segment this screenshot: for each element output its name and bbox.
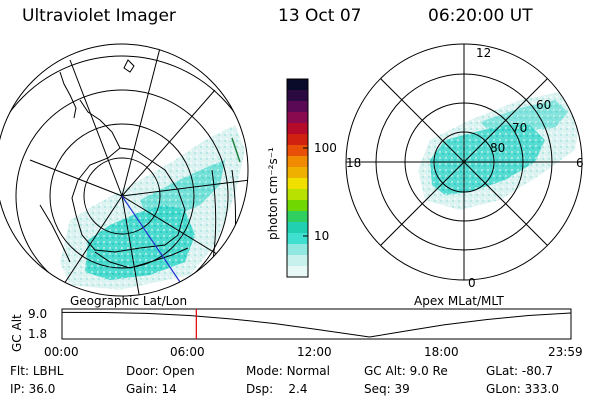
south-america-outline — [59, 71, 77, 119]
mlat-label-80: 80 — [490, 141, 506, 155]
colorbar-swatch — [287, 189, 308, 201]
altitude-curve — [61, 311, 571, 338]
colorbar-swatch — [287, 123, 308, 135]
altitude-plot — [61, 308, 572, 340]
colorbar-swatch — [287, 134, 308, 146]
altitude-xtick-0000: 00:00 — [44, 345, 79, 359]
altitude-xtick-0600: 06:00 — [170, 345, 205, 359]
colorbar-frame — [286, 78, 309, 278]
status-glat: GLat: -80.7 — [486, 364, 553, 378]
magnetic-meridian — [121, 195, 183, 286]
mlt-label-18: 18 — [346, 156, 362, 170]
colorbar-tick-100: 100 — [314, 141, 337, 155]
status-glon: GLon: 333.0 — [486, 382, 559, 396]
colorbar-swatch — [287, 255, 308, 267]
status-flt: Flt: LBHL — [10, 364, 64, 378]
colorbar-swatch — [287, 178, 308, 190]
altitude-xtick-1800: 18:00 — [424, 345, 459, 359]
status-dsp: Dsp: 2.4 — [246, 382, 308, 396]
status-mode: Mode: Normal — [246, 364, 330, 378]
colorbar — [286, 78, 309, 278]
date-label: 13 Oct 07 — [278, 6, 362, 26]
mlat-label-60: 60 — [536, 98, 552, 112]
colorbar-swatch — [287, 101, 308, 113]
mlt-label-12: 12 — [476, 46, 492, 60]
mlat-label-70: 70 — [512, 121, 528, 135]
peninsula-outline — [79, 99, 121, 149]
colorbar-swatch — [287, 90, 308, 102]
status-gain: Gain: 14 — [126, 382, 177, 396]
colorbar-swatch — [287, 233, 308, 245]
left-panel-border — [0, 43, 249, 297]
aurora-emission-right — [430, 125, 545, 195]
colorbar-swatch — [287, 244, 308, 256]
status-door: Door: Open — [126, 364, 195, 378]
africa-outline — [94, 247, 189, 269]
coastline-fragment — [39, 204, 71, 263]
colorbar-swatch — [287, 266, 308, 278]
time-label: 06:20:00 UT — [428, 6, 533, 26]
magnetic-polar-plot — [345, 43, 583, 281]
colorbar-swatch — [287, 211, 308, 223]
status-seq: Seq: 39 — [364, 382, 410, 396]
colorbar-swatch — [287, 112, 308, 124]
right-panel-caption: Apex MLat/MLT — [414, 294, 504, 308]
mlt-label-0: 0 — [468, 276, 476, 290]
altitude-ytick-min: 1.8 — [28, 327, 48, 341]
altitude-xtick-1200: 12:00 — [297, 345, 332, 359]
aurora-band-left — [140, 160, 225, 220]
altitude-ylabel: GC Alt — [10, 314, 24, 352]
instrument-title: Ultraviolet Imager — [22, 6, 176, 26]
mlt-label-6: 6 — [576, 156, 584, 170]
colorbar-swatch — [287, 145, 308, 157]
status-ip: IP: 36.0 — [10, 382, 56, 396]
altitude-xtick-2359: 23:59 — [548, 345, 583, 359]
colorbar-swatch — [287, 167, 308, 179]
altitude-ytick-max: 9.0 — [28, 307, 48, 321]
colorbar-unit-label: photon cm⁻²s⁻¹ — [266, 147, 280, 240]
geographic-map — [0, 43, 249, 297]
colorbar-tick-10: 10 — [314, 229, 330, 243]
island-outline — [123, 59, 135, 73]
aurora-edge-streak — [231, 137, 241, 163]
colorbar-swatch — [287, 200, 308, 212]
colorbar-swatch — [287, 79, 308, 91]
colorbar-swatch — [287, 222, 308, 234]
left-panel-caption: Geographic Lat/Lon — [70, 294, 188, 308]
altitude-plot-frame — [61, 308, 572, 340]
antarctica-outline — [71, 147, 186, 253]
colorbar-swatch — [287, 156, 308, 168]
status-gc-alt: GC Alt: 9.0 Re — [364, 364, 448, 378]
